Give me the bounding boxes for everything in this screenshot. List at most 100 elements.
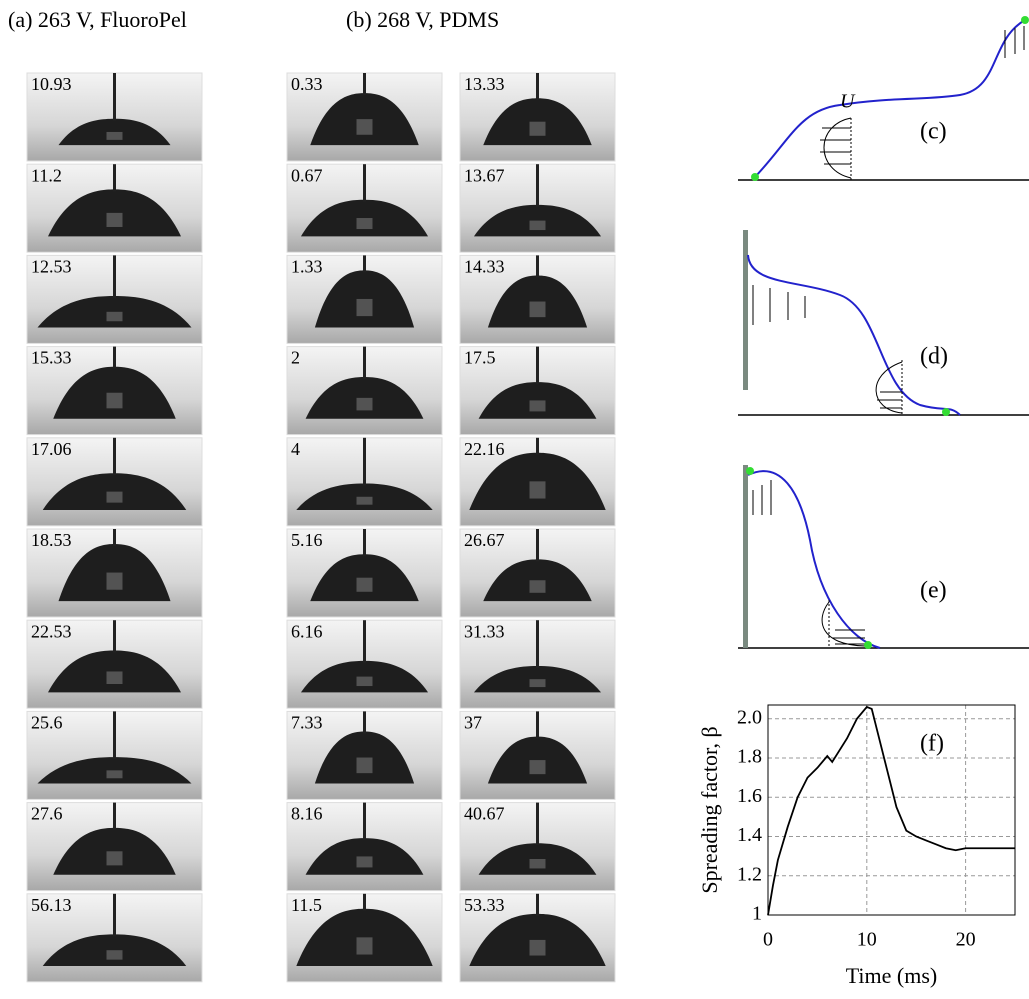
highlight <box>529 121 546 136</box>
highlight <box>106 392 123 409</box>
photo-frame: 37 <box>459 710 616 800</box>
chart-f: 1 1.2 1.4 1.6 1.8 2.0 0 10 20 (f) Time (ms) Spreadi… <box>697 704 1016 988</box>
photo-frame: 22.16 <box>459 437 616 527</box>
frame-time: 26.67 <box>464 530 505 550</box>
chart-annotation: (f) <box>920 731 944 757</box>
y-tick-label: 1.2 <box>737 863 762 885</box>
highlight <box>356 496 373 505</box>
frame-time: 17.06 <box>31 439 72 459</box>
frame-time: 13.67 <box>464 165 505 185</box>
x-axis-label: Time (ms) <box>846 963 937 988</box>
photo-frame: 40.67 <box>459 802 616 892</box>
frame-time: 10.93 <box>31 74 72 94</box>
highlight <box>106 212 123 227</box>
highlight <box>529 220 546 231</box>
highlight <box>356 937 373 955</box>
highlight <box>106 950 123 960</box>
droplet <box>305 838 424 875</box>
highlight <box>529 481 546 499</box>
data-line <box>767 705 1015 916</box>
frame-time: 13.33 <box>464 74 505 94</box>
highlight <box>106 131 123 140</box>
photo-frame: 0.67 <box>286 163 443 253</box>
x-tick-label: 0 <box>763 929 773 951</box>
frame-time: 22.16 <box>464 439 505 459</box>
highlight <box>106 770 123 779</box>
highlight <box>106 851 123 866</box>
frame-time: 31.33 <box>464 621 505 641</box>
highlight <box>529 301 546 318</box>
photo-frame: 0.33 <box>286 72 443 162</box>
photo-frame: 17.06 <box>26 437 203 527</box>
photo-frame: 14.33 <box>459 254 616 344</box>
highlight <box>529 679 546 688</box>
highlight <box>106 491 123 503</box>
plot-frame <box>767 704 1016 916</box>
diagram-label: (d) <box>920 344 948 370</box>
highlight <box>106 671 123 684</box>
photo-frame: 2 <box>286 346 443 436</box>
photo-frame: 11.5 <box>286 893 443 983</box>
highlight <box>529 400 546 412</box>
frame-time: 27.6 <box>31 804 63 824</box>
droplet <box>42 473 187 510</box>
x-tick-label: 10 <box>857 929 877 951</box>
highlight <box>356 577 373 592</box>
x-tick-label: 20 <box>956 929 976 951</box>
y-axis-label: Spreading factor, β <box>697 726 722 893</box>
frame-time: 22.53 <box>31 621 72 641</box>
photo-frame: 13.67 <box>459 163 616 253</box>
diagram-label: (c) <box>920 119 947 145</box>
frame-time: 0.33 <box>291 74 323 94</box>
frame-time: 14.33 <box>464 257 505 277</box>
panel-label: (a) 263 V, FluoroPel <box>8 7 187 32</box>
frame-time: 5.16 <box>291 530 323 550</box>
photo-frame: 15.33 <box>26 346 203 436</box>
photo-frame: 26.67 <box>459 528 616 618</box>
droplet <box>469 913 606 966</box>
highlight <box>356 397 373 411</box>
frame-time: 40.67 <box>464 804 505 824</box>
frame-time: 37 <box>464 713 482 733</box>
frame-time: 7.33 <box>291 713 323 733</box>
photo-frame: 10.93 <box>26 72 203 162</box>
highlight <box>106 572 123 590</box>
photo-frame: 31.33 <box>459 619 616 709</box>
frame-time: 1.33 <box>291 257 323 277</box>
photo-frame: 13.33 <box>459 72 616 162</box>
frame-time: 4 <box>291 439 300 459</box>
highlight <box>106 311 123 322</box>
frame-time: 6.16 <box>291 621 323 641</box>
droplet <box>473 204 602 237</box>
diagram-label: (e) <box>920 578 947 604</box>
frame-time: 12.53 <box>31 257 72 277</box>
highlight <box>529 939 546 956</box>
highlight <box>356 119 373 135</box>
y-tick-label: 1.4 <box>737 824 762 846</box>
photo-frame: 8.16 <box>286 802 443 892</box>
photo-frame: 6.16 <box>286 619 443 709</box>
photo-frame: 17.5 <box>459 346 616 436</box>
panel-label: (b) 268 V, PDMS <box>346 7 499 32</box>
y-tick-label: 1.8 <box>737 746 762 768</box>
frame-time: 15.33 <box>31 348 72 368</box>
photo-frame: 25.6 <box>26 710 203 800</box>
photo-frame: 18.53 <box>26 528 203 618</box>
photo-frame: 53.33 <box>459 893 616 983</box>
y-tick-label: 1.6 <box>737 785 762 807</box>
highlight <box>529 858 546 869</box>
frame-time: 8.16 <box>291 804 323 824</box>
frame-time: 17.5 <box>464 348 496 368</box>
diagram-c: U (c) <box>738 16 1029 181</box>
highlight <box>529 760 546 775</box>
photo-frame: 1.33 <box>286 254 443 344</box>
frame-time: 2 <box>291 348 300 368</box>
photo-frame: 11.2 <box>26 163 203 253</box>
highlight <box>356 757 373 774</box>
frame-time: 11.2 <box>31 165 62 185</box>
frame-time: 11.5 <box>291 895 322 915</box>
diagram-e: (e) <box>738 465 1029 649</box>
frame-time: 25.6 <box>31 713 63 733</box>
frame-time: 0.67 <box>291 165 323 185</box>
